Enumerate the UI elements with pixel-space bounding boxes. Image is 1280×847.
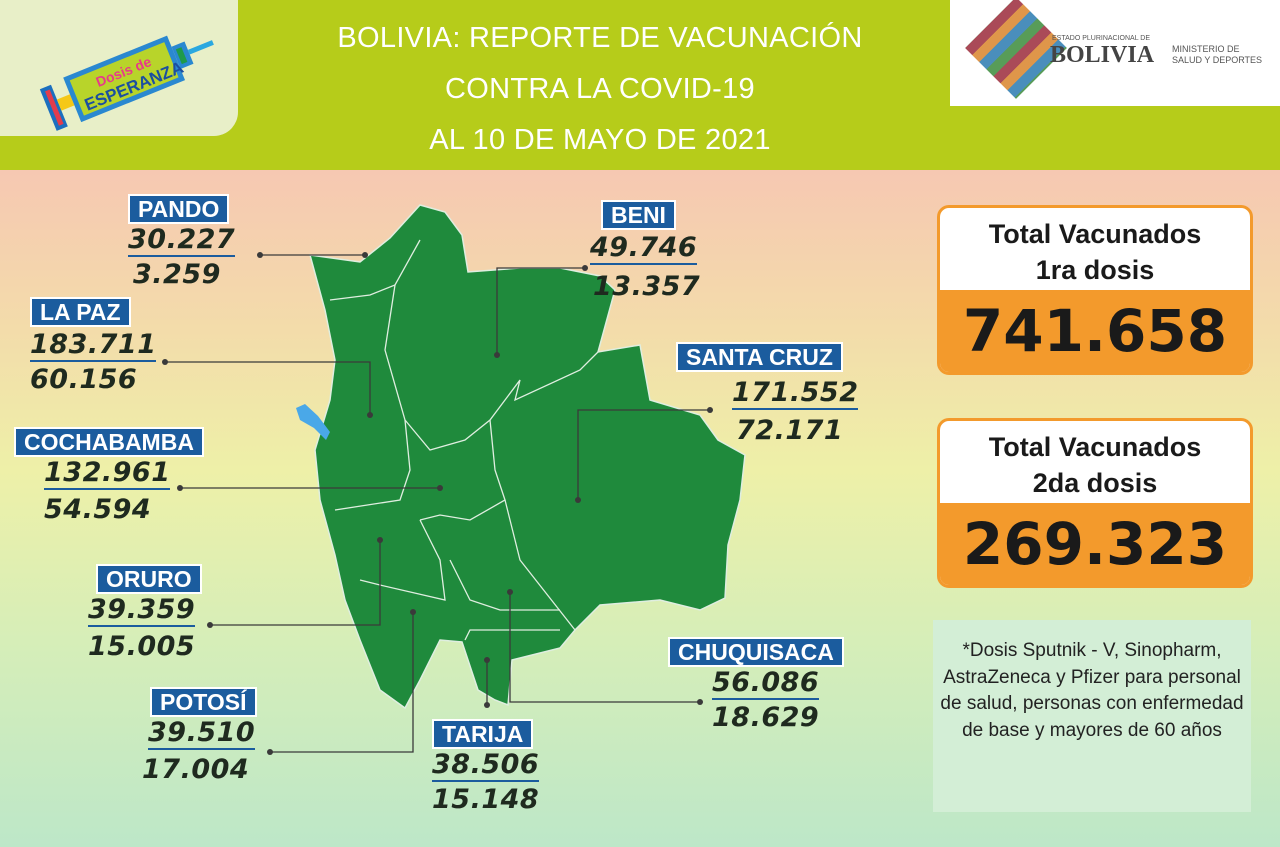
chuquisaca-dose2: 18.629 <box>712 702 820 733</box>
ministry-logo: ESTADO PLURINACIONAL DE BOLIVIA MINISTER… <box>950 0 1280 106</box>
total-1-title: Total Vacunados <box>988 219 1202 249</box>
title-line-1: BOLIVIA: REPORTE DE VACUNACIÓN <box>337 22 863 54</box>
lake-titicaca <box>296 404 330 440</box>
pando-dose2: 3.259 <box>133 259 221 290</box>
total-second-dose-card: Total Vacunados 2da dosis 269.323 <box>937 418 1253 588</box>
leader-lines <box>165 254 710 753</box>
potosi-dose1: 39.510 <box>148 717 256 750</box>
dept-label-pando: PANDO <box>128 194 230 224</box>
chuquisaca-dose1: 56.086 <box>712 667 820 700</box>
syringe-icon: Dosis de ESPERANZA <box>39 35 214 131</box>
dosis-de-esperanza-logo: Dosis de ESPERANZA <box>0 0 238 136</box>
beni-dose2: 13.357 <box>593 271 701 302</box>
total-1-value: 741.658 <box>940 290 1250 372</box>
logo-small-text: ESTADO PLURINACIONAL DE <box>1052 35 1151 42</box>
oruro-dose1: 39.359 <box>88 594 196 627</box>
la-paz-dose1: 183.711 <box>30 329 157 362</box>
dept-label-potosi: POTOSÍ <box>150 687 257 717</box>
tarija-dose1: 38.506 <box>432 749 540 782</box>
cochabamba-dose2: 54.594 <box>44 494 152 525</box>
potosi-dose2: 17.004 <box>142 754 250 785</box>
santa-cruz-dose1: 171.552 <box>732 377 859 410</box>
oruro-dose2: 15.005 <box>88 631 196 662</box>
pando-dose1: 30.227 <box>128 224 236 257</box>
dept-label-beni: BENI <box>601 200 676 230</box>
dept-label-oruro: ORURO <box>96 564 202 594</box>
cochabamba-dose1: 132.961 <box>44 457 171 490</box>
total-1-subtitle: 1ra dosis <box>1035 255 1155 285</box>
total-2-title: Total Vacunados <box>988 432 1202 462</box>
dept-label-cochabamba: COCHABAMBA <box>14 427 204 457</box>
dept-label-santa-cruz: SANTA CRUZ <box>676 342 843 372</box>
ministry-text: MINISTERIO DE SALUD Y DEPORTES <box>1172 44 1263 65</box>
tarija-dose2: 15.148 <box>432 784 540 815</box>
total-first-dose-card: Total Vacunados 1ra dosis 741.658 <box>937 205 1253 375</box>
la-paz-dose2: 60.156 <box>30 364 138 395</box>
title-line-2: CONTRA LA COVID-19 <box>445 73 755 105</box>
title-line-3: AL 10 DE MAYO DE 2021 <box>429 124 771 156</box>
total-2-value: 269.323 <box>940 503 1250 585</box>
dept-label-chuquisaca: CHUQUISACA <box>668 637 844 667</box>
total-2-subtitle: 2da dosis <box>1032 468 1158 498</box>
logo-bolivia-text: BOLIVIA <box>1050 42 1155 68</box>
dept-label-tarija: TARIJA <box>432 719 534 749</box>
santa-cruz-dose2: 72.171 <box>736 415 844 446</box>
dept-label-la-paz: LA PAZ <box>30 297 131 327</box>
vaccine-note: *Dosis Sputnik - V, Sinopharm, AstraZene… <box>933 620 1251 812</box>
beni-dose1: 49.746 <box>590 232 698 265</box>
